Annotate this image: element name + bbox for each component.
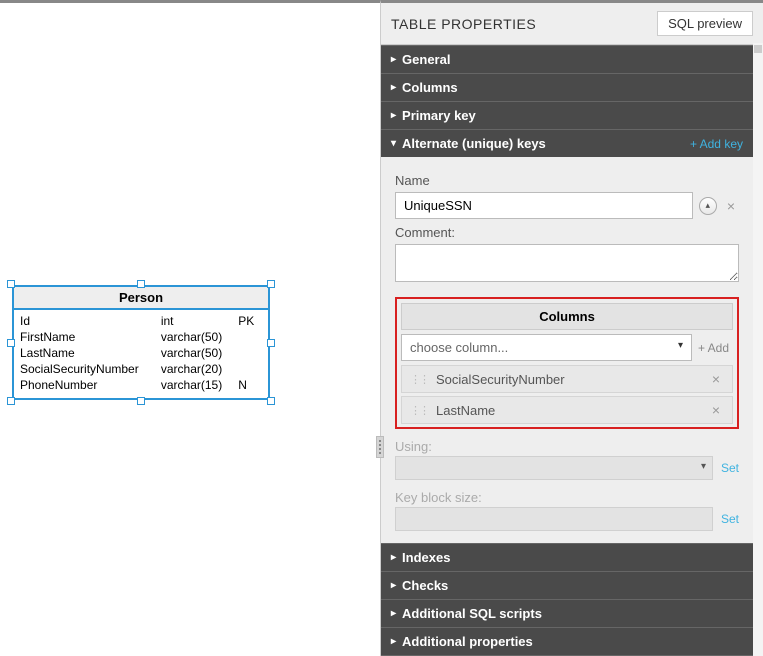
chevron-right-icon — [391, 636, 396, 647]
col-flag — [238, 345, 262, 361]
using-set-link[interactable]: Set — [721, 461, 739, 475]
entity-row: FirstName varchar(50) — [20, 329, 262, 345]
sql-preview-button[interactable]: SQL preview — [657, 11, 753, 36]
col-type: varchar(20) — [161, 361, 238, 377]
using-select[interactable] — [395, 456, 713, 480]
name-label: Name — [395, 173, 739, 188]
entity-row: Id int PK — [20, 313, 262, 329]
properties-panel: TABLE PROPERTIES SQL preview General Col… — [380, 0, 763, 656]
key-block-size-field: Key block size: Set — [395, 490, 739, 531]
panel-header: TABLE PROPERTIES SQL preview — [381, 3, 763, 45]
entity-row: SocialSecurityNumber varchar(20) — [20, 361, 262, 377]
key-columns-box: Columns choose column... + Add ⋮⋮ Social… — [395, 297, 739, 429]
section-checks[interactable]: Checks — [381, 571, 753, 599]
col-flag — [238, 329, 262, 345]
add-column-button[interactable]: + Add — [694, 336, 733, 360]
chevron-right-icon — [391, 54, 396, 65]
chevron-down-icon — [391, 138, 396, 149]
drag-handle-icon[interactable]: ⋮⋮ — [410, 404, 428, 417]
diagram-canvas[interactable]: Person Id int PK FirstName varchar(50) L… — [0, 0, 380, 656]
section-label: General — [402, 52, 450, 67]
key-block-size-input[interactable] — [395, 507, 713, 531]
resize-handle-ml[interactable] — [7, 339, 15, 347]
resize-handle-bl[interactable] — [7, 397, 15, 405]
resize-handle-mr[interactable] — [267, 339, 275, 347]
resize-handle-bm[interactable] — [137, 397, 145, 405]
section-additional-properties[interactable]: Additional properties — [381, 627, 753, 655]
col-name: Id — [20, 313, 161, 329]
key-column-name: SocialSecurityNumber — [436, 372, 708, 387]
section-general[interactable]: General — [381, 45, 753, 73]
section-label: Indexes — [402, 550, 450, 565]
entity-columns-list: Id int PK FirstName varchar(50) LastName… — [14, 310, 268, 398]
entity-title: Person — [14, 287, 268, 310]
key-block-size-label: Key block size: — [395, 490, 482, 505]
section-label: Additional properties — [402, 634, 533, 649]
alternate-keys-body: Name ▴ × Comment: Columns choose column.… — [381, 157, 753, 543]
collapse-button[interactable]: ▴ — [699, 197, 717, 215]
section-label: Primary key — [402, 108, 476, 123]
chevron-right-icon — [391, 82, 396, 93]
section-label: Alternate (unique) keys — [402, 136, 546, 151]
col-flag: N — [238, 377, 262, 393]
section-primary-key[interactable]: Primary key — [381, 101, 753, 129]
section-label: Additional SQL scripts — [402, 606, 542, 621]
col-type: varchar(15) — [161, 377, 238, 393]
col-flag: PK — [238, 313, 262, 329]
using-label: Using: — [395, 439, 432, 454]
select-placeholder: choose column... — [410, 340, 508, 355]
section-label: Columns — [402, 80, 458, 95]
add-key-link[interactable]: + Add key — [690, 137, 743, 151]
using-field: Using: Set — [395, 439, 739, 480]
chevron-right-icon — [391, 580, 396, 591]
col-name: FirstName — [20, 329, 161, 345]
remove-key-button[interactable]: × — [723, 198, 739, 214]
section-columns[interactable]: Columns — [381, 73, 753, 101]
col-name: LastName — [20, 345, 161, 361]
entity-person[interactable]: Person Id int PK FirstName varchar(50) L… — [12, 285, 270, 400]
kbs-set-link[interactable]: Set — [721, 512, 739, 526]
entity-row: PhoneNumber varchar(15) N — [20, 377, 262, 393]
col-type: int — [161, 313, 238, 329]
chevron-right-icon — [391, 608, 396, 619]
remove-column-button[interactable]: × — [708, 371, 724, 387]
splitter-handle[interactable] — [376, 436, 384, 458]
sections-container: General Columns Primary key Alternate (u… — [381, 45, 763, 656]
col-name: PhoneNumber — [20, 377, 161, 393]
section-indexes[interactable]: Indexes — [381, 543, 753, 571]
resize-handle-br[interactable] — [267, 397, 275, 405]
col-type: varchar(50) — [161, 329, 238, 345]
col-type: varchar(50) — [161, 345, 238, 361]
section-additional-sql[interactable]: Additional SQL scripts — [381, 599, 753, 627]
chevron-right-icon — [391, 552, 396, 563]
section-alternate-keys[interactable]: Alternate (unique) keys + Add key — [381, 129, 753, 157]
app-root: Person Id int PK FirstName varchar(50) L… — [0, 0, 763, 656]
scroll-up-icon[interactable] — [754, 45, 762, 53]
col-flag — [238, 361, 262, 377]
key-name-input[interactable] — [395, 192, 693, 219]
section-label: Checks — [402, 578, 448, 593]
panel-title: TABLE PROPERTIES — [391, 16, 536, 32]
resize-handle-tl[interactable] — [7, 280, 15, 288]
chevron-right-icon — [391, 110, 396, 121]
remove-column-button[interactable]: × — [708, 402, 724, 418]
key-column-item[interactable]: ⋮⋮ LastName × — [401, 396, 733, 424]
comment-label: Comment: — [395, 225, 739, 240]
entity-row: LastName varchar(50) — [20, 345, 262, 361]
key-column-item[interactable]: ⋮⋮ SocialSecurityNumber × — [401, 365, 733, 393]
col-name: SocialSecurityNumber — [20, 361, 161, 377]
resize-handle-tm[interactable] — [137, 280, 145, 288]
choose-column-select[interactable]: choose column... — [401, 334, 692, 361]
columns-header: Columns — [401, 303, 733, 330]
drag-handle-icon[interactable]: ⋮⋮ — [410, 373, 428, 386]
key-column-name: LastName — [436, 403, 708, 418]
resize-handle-tr[interactable] — [267, 280, 275, 288]
scrollbar[interactable] — [753, 43, 763, 656]
comment-input[interactable] — [395, 244, 739, 282]
entity-table: Person Id int PK FirstName varchar(50) L… — [12, 285, 270, 400]
